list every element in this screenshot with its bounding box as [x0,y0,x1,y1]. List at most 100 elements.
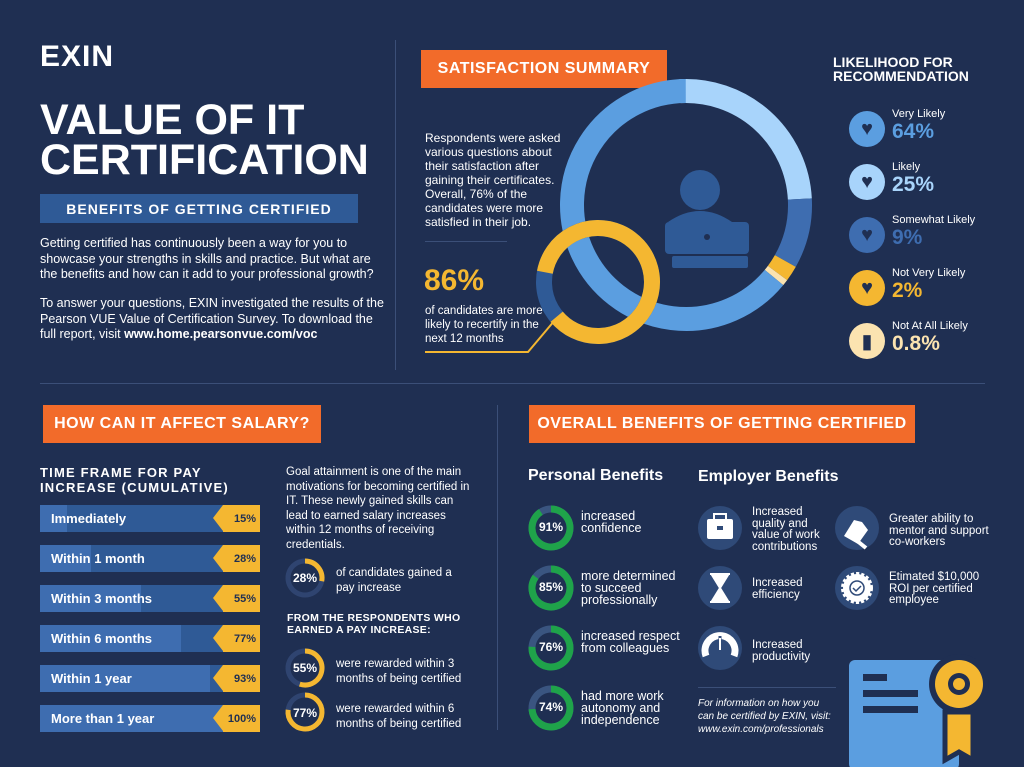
personal-benefit-ring [528,565,574,611]
thumbs-down-icon: ▮ [849,323,885,359]
personal-benefits-title: Personal Benefits [528,467,664,484]
pay-bar-fill [40,505,68,532]
likelihood-item: ♥ Somewhat Likely 9% [849,214,1019,264]
benefits-heading: OVERALL BENEFITS OF GETTING CERTIFIED [529,405,915,443]
likelihood-item: ♥ Very Likely 64% [849,108,1019,158]
personal-benefit-text: increased confidence [581,509,642,535]
pay-bar-value: 77% [213,625,260,652]
personal-benefit-value: 74% [538,700,564,714]
satisfaction-text: Respondents were asked various questions… [425,131,561,229]
likelihood-item: ♥ Not Very Likely 2% [849,267,1019,317]
divider [497,405,498,730]
gained-value: 28% [292,571,318,585]
pay-bar-label: Within 3 months [51,591,152,606]
footer-note: For information on how you can be certif… [698,698,831,735]
personal-benefit-value: 91% [538,520,564,534]
likelihood-label: Somewhat Likely [892,214,976,226]
rewarded-text: were rewarded within 3 months of being c… [336,658,462,685]
likelihood-value: 25% [892,173,935,196]
heart-icon: ♥ [849,217,885,253]
personal-benefit-rings [528,505,574,731]
likelihood-label: Not Very Likely [892,267,966,279]
pay-bar-label: More than 1 year [51,711,155,726]
donut-segment-somewhat-likely [774,198,812,267]
likelihood-label: Very Likely [892,108,946,120]
divider [395,40,396,370]
pay-bar-value: 93% [213,665,260,692]
pay-bar-value: 15% [213,505,260,532]
personal-benefit-text: increased respect from colleagues [581,629,680,655]
rewarded-ring [298,648,325,688]
personal-benefit-value: 85% [538,580,564,594]
intro-paragraph-2: To answer your questions, EXIN investiga… [40,296,384,341]
exin-link[interactable]: www.exin.com/professionals [698,724,824,735]
salary-heading: HOW CAN IT AFFECT SALARY? [43,405,321,443]
page-title: VALUE OF IT CERTIFICATION [40,96,369,184]
benefits-banner: BENEFITS OF GETTING CERTIFIED [40,194,358,223]
gained-ring [304,558,325,582]
pay-timeframe-title: TIME FRAME FOR PAY INCREASE (CUMULATIVE) [40,465,229,495]
pay-bar: Immediately 15% [40,505,260,532]
respondents-subheading: FROM THE RESPONDENTS WHO EARNED A PAY IN… [287,612,461,636]
satisfaction-heading: SATISFACTION SUMMARY [421,50,667,88]
likelihood-item: ♥ Likely 25% [849,161,1019,211]
personal-benefit-ring [528,625,574,671]
pay-bar-label: Immediately [51,511,127,526]
salary-rings [285,558,325,732]
likelihood-value: 0.8% [892,332,940,355]
broken-heart-icon: ♥ [849,270,885,306]
likelihood-item: ▮ Not At All Likely 0.8% [849,320,1019,370]
personal-benefit-ring [528,505,574,551]
likelihood-label: Not At All Likely [892,320,968,332]
divider [40,383,985,384]
person-laptop-icon [665,170,749,268]
pay-bar-label: Within 1 month [51,551,145,566]
likelihood-value: 2% [892,279,923,302]
employer-benefits-title: Employer Benefits [698,468,839,485]
exin-logo: EXIN [40,40,115,73]
pay-bar-value: 100% [213,705,260,732]
pay-bar-fill [40,705,223,732]
certificate-illustration [849,654,989,767]
donut-segment-not-very-likely [767,254,796,281]
pay-bar-label: Within 6 months [51,631,152,646]
likelihood-value: 9% [892,226,923,249]
badge-check-icon [835,566,879,610]
pay-bar: Within 1 month 28% [40,545,260,572]
employer-benefit-text: Increased productivity [752,639,811,663]
hourglass-icon [698,566,742,610]
intro-paragraph: Getting certified has continuously been … [40,236,374,281]
pay-bar-fill [40,545,92,572]
speedometer-icon [698,626,742,670]
personal-benefit-text: more determined to succeed professionall… [581,569,676,607]
fist-bump-icon [835,506,879,550]
likelihood-heading: LIKELIHOOD FOR RECOMMENDATION [833,54,969,84]
donut-segment-very-likely [560,79,784,331]
recertify-value: 86% [424,264,485,297]
briefcase-icon [698,506,742,550]
pay-bar: Within 1 year 93% [40,665,260,692]
hand-heart-icon: ♥ [849,111,885,147]
rewarded-ring [285,692,325,732]
rewarded-text: were rewarded within 6 months of being c… [336,703,462,730]
satisfaction-donut-chart [425,79,812,353]
pay-bar: More than 1 year 100% [40,705,260,732]
employer-benefit-text: Greater ability to mentor and support co… [889,513,989,548]
pay-bar: Within 6 months 77% [40,625,260,652]
gained-text: of candidates gained a pay increase [336,567,452,594]
pay-bar-value: 55% [213,585,260,612]
pay-bar-fill [40,625,181,652]
donut-segment-likely [679,79,812,200]
divider [698,687,836,688]
recertify-ring [537,220,660,344]
rewarded-value: 55% [292,661,318,675]
pay-bar-value: 28% [213,545,260,572]
personal-benefit-ring [528,685,574,731]
personal-benefit-value: 76% [538,640,564,654]
pay-bar-label: Within 1 year [51,671,132,686]
pay-bar-fill [40,665,211,692]
employer-benefit-text: Increased quality and value of work cont… [752,506,820,553]
survey-link[interactable]: www.home.pearsonvue.com/voc [124,327,318,341]
likelihood-label: Likely [892,161,921,173]
divider [425,241,507,242]
